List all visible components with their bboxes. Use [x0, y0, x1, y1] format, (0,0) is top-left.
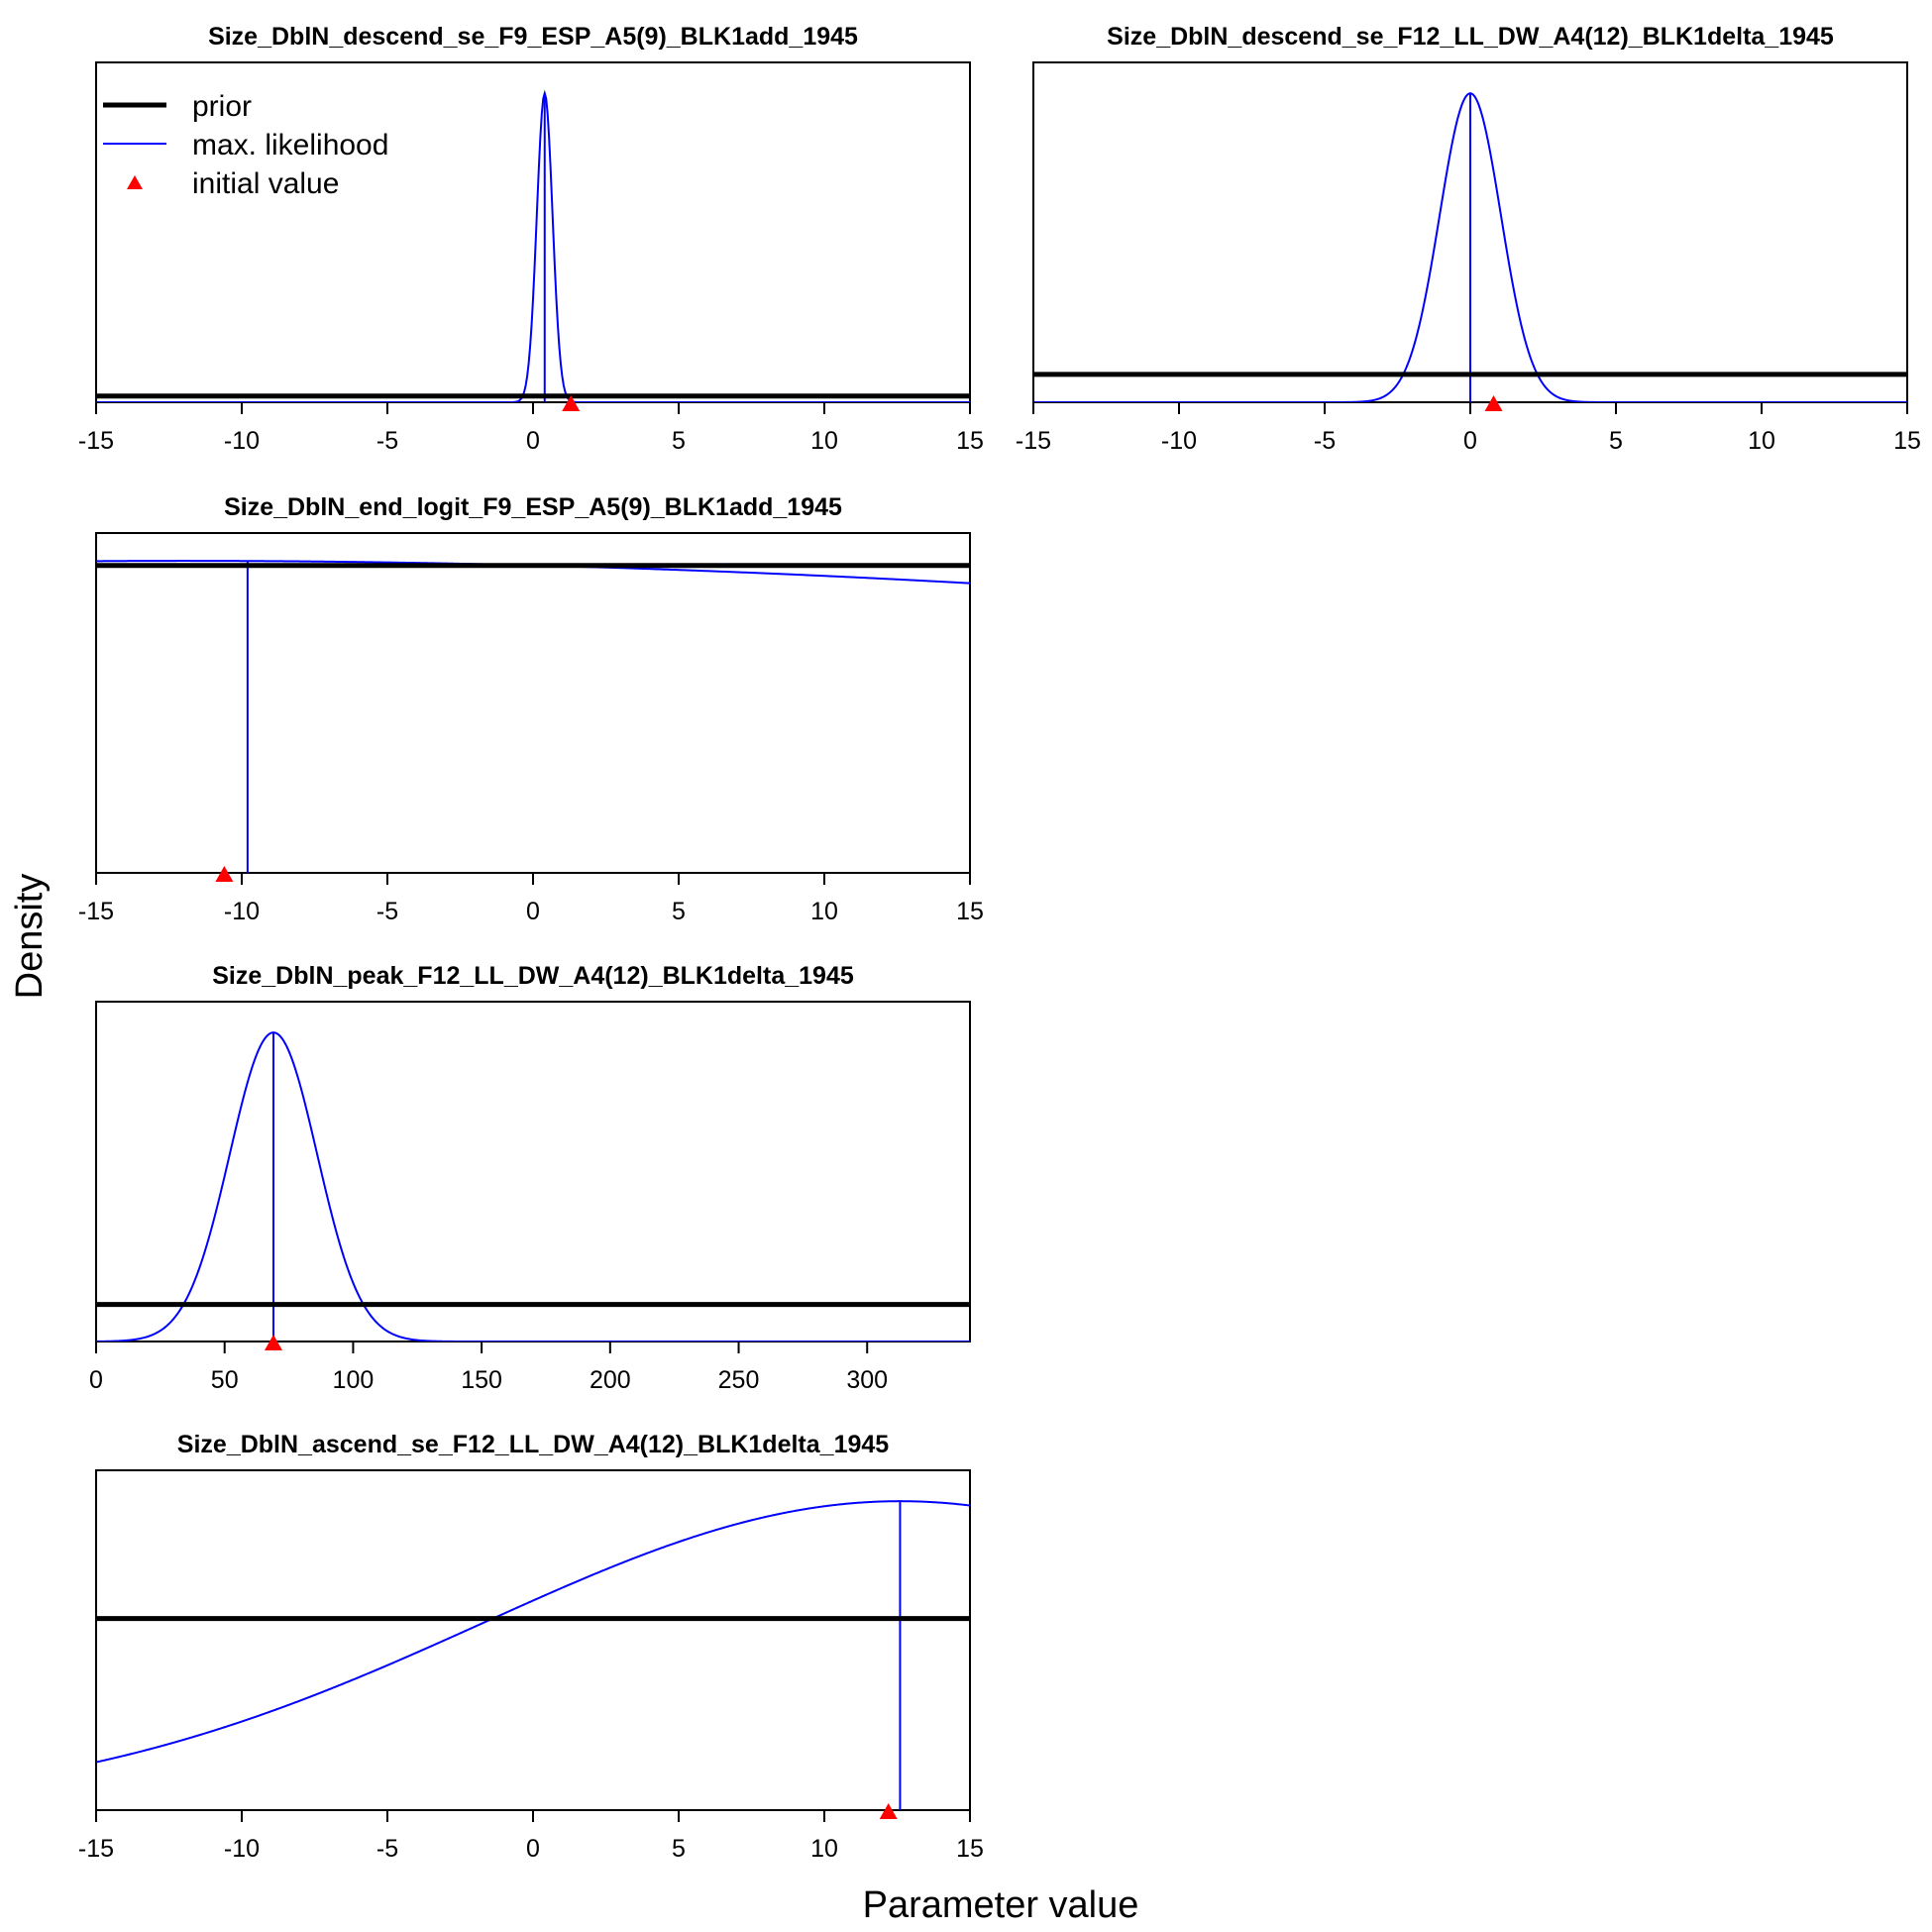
- x-tick-label: 100: [333, 1366, 375, 1394]
- panel-3: Size_DblN_end_logit_F9_ESP_A5(9)_BLK1add…: [78, 493, 984, 925]
- y-axis-title: Density: [9, 874, 51, 1000]
- x-tick-label: -10: [1161, 427, 1197, 455]
- x-tick-label: 10: [810, 427, 838, 455]
- panel-title: Size_DblN_ascend_se_F12_LL_DW_A4(12)_BLK…: [177, 1431, 889, 1458]
- panel-title: Size_DblN_descend_se_F12_LL_DW_A4(12)_BL…: [1107, 23, 1834, 51]
- x-tick-label: 0: [526, 427, 540, 455]
- initial-value-marker: [879, 1803, 898, 1819]
- x-tick-label: 150: [461, 1366, 502, 1394]
- panel-title: Size_DblN_peak_F12_LL_DW_A4(12)_BLK1delt…: [212, 962, 854, 990]
- x-tick-label: -15: [78, 427, 114, 455]
- x-tick-label: 15: [956, 427, 984, 455]
- plot-area: [1033, 92, 1907, 402]
- legend-swatch: [127, 175, 143, 189]
- x-tick-label: -5: [376, 427, 398, 455]
- initial-value-marker: [215, 866, 234, 882]
- x-tick-label: 10: [810, 898, 838, 925]
- x-tick-label: -5: [376, 898, 398, 925]
- legend: prior max. likelihood initial value: [103, 90, 388, 200]
- likelihood-curve: [1033, 92, 1907, 402]
- legend-item-initial-value: initial value: [127, 167, 339, 200]
- panel-1: Size_DblN_descend_se_F9_ESP_A5(9)_BLK1ad…: [78, 23, 984, 455]
- likelihood-curve: [96, 1500, 970, 1764]
- x-tick-label: -15: [1016, 427, 1051, 455]
- x-tick-label: 15: [956, 898, 984, 925]
- x-tick-label: 0: [526, 1835, 540, 1863]
- likelihood-curve: [96, 1031, 970, 1342]
- legend-label: initial value: [192, 167, 339, 200]
- x-tick-label: -15: [78, 898, 114, 925]
- x-tick-label: 15: [1893, 427, 1921, 455]
- x-tick-label: 0: [89, 1366, 103, 1394]
- x-tick-label: 50: [211, 1366, 239, 1394]
- x-tick-label: 5: [1609, 427, 1623, 455]
- plot-area: [96, 89, 970, 402]
- x-tick-label: 5: [672, 1835, 686, 1863]
- x-tick-label: -10: [224, 898, 260, 925]
- x-tick-label: 0: [526, 898, 540, 925]
- x-tick-label: 5: [672, 898, 686, 925]
- initial-value-marker: [264, 1335, 282, 1350]
- panel-2: Size_DblN_descend_se_F12_LL_DW_A4(12)_BL…: [1016, 23, 1921, 455]
- plot-frame: [95, 1469, 971, 1811]
- likelihood-curve: [96, 89, 970, 402]
- x-tick-label: 10: [810, 1835, 838, 1863]
- x-tick-label: -5: [376, 1835, 398, 1863]
- legend-label: prior: [192, 90, 252, 123]
- legend-item-prior: prior: [103, 90, 252, 123]
- x-tick-label: -10: [224, 1835, 260, 1863]
- x-tick-label: -15: [78, 1835, 114, 1863]
- x-tick-label: 5: [672, 427, 686, 455]
- panel-title: Size_DblN_end_logit_F9_ESP_A5(9)_BLK1add…: [224, 493, 842, 521]
- legend-item-max-likelihood: max. likelihood: [103, 129, 388, 161]
- plot-area: [96, 1031, 970, 1342]
- x-tick-label: 0: [1463, 427, 1477, 455]
- plot-frame: [95, 532, 971, 874]
- x-tick-label: 10: [1748, 427, 1775, 455]
- x-tick-label: 200: [590, 1366, 631, 1394]
- panels-group: Size_DblN_descend_se_F9_ESP_A5(9)_BLK1ad…: [78, 23, 1921, 1863]
- initial-value-marker: [1484, 395, 1503, 411]
- panel-title: Size_DblN_descend_se_F9_ESP_A5(9)_BLK1ad…: [208, 23, 858, 51]
- plot-area: [96, 560, 970, 873]
- plot-frame: [95, 1001, 971, 1342]
- x-axis-title: Parameter value: [863, 1884, 1139, 1926]
- panel-5: Size_DblN_ascend_se_F12_LL_DW_A4(12)_BLK…: [78, 1431, 984, 1863]
- panel-4: Size_DblN_peak_F12_LL_DW_A4(12)_BLK1delt…: [89, 962, 971, 1394]
- initial-value-marker: [562, 395, 581, 411]
- x-tick-label: 250: [718, 1366, 760, 1394]
- x-tick-label: 300: [846, 1366, 888, 1394]
- x-tick-label: 15: [956, 1835, 984, 1863]
- legend-label: max. likelihood: [192, 129, 388, 161]
- x-tick-label: -5: [1314, 427, 1336, 455]
- plot-area: [96, 1500, 970, 1810]
- x-tick-label: -10: [224, 427, 260, 455]
